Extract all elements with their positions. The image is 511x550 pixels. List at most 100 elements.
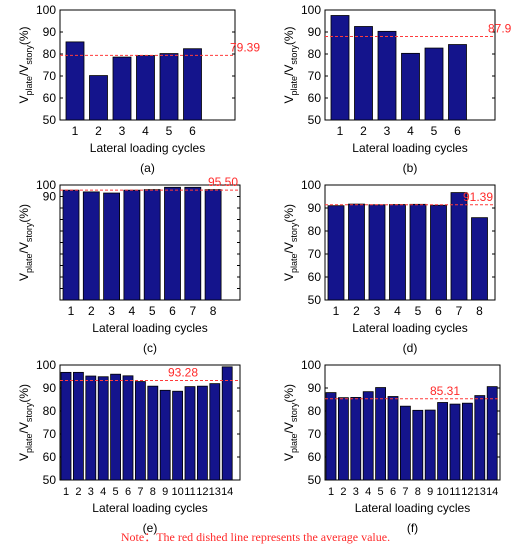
x-axis-label: Lateral loading cycles [355, 501, 470, 515]
bar [62, 189, 80, 301]
panel-caption: (d) [403, 341, 418, 355]
y-tick-label: 70 [43, 427, 57, 441]
x-tick-label: 4 [407, 124, 414, 138]
y-tick-label: 60 [308, 91, 322, 105]
average-label: 93.28 [168, 365, 198, 379]
x-tick-label: 9 [162, 486, 168, 498]
bar [65, 41, 85, 121]
y-axis-label: Vplate/Vstory(%) [17, 384, 34, 461]
x-tick-label: 3 [119, 124, 126, 138]
x-tick-label: 2 [75, 486, 81, 498]
x-tick-label: 5 [431, 124, 438, 138]
x-axis-label: Lateral loading cycles [92, 501, 207, 515]
bar [327, 205, 345, 301]
y-tick-label: 80 [308, 47, 322, 61]
y-tick-label: 100 [36, 358, 56, 372]
bar [461, 402, 473, 481]
x-tick-label: 11 [449, 486, 460, 498]
average-label: 85.31 [430, 384, 460, 398]
bar [112, 56, 132, 121]
x-tick-label: 8 [150, 486, 156, 498]
x-tick-label: 2 [95, 124, 102, 138]
panel-caption: (f) [407, 521, 418, 535]
y-tick-label: 90 [308, 25, 322, 39]
x-tick-label: 12 [461, 486, 473, 498]
bar [159, 389, 171, 481]
bar [85, 375, 97, 481]
bar [354, 26, 373, 121]
bar [337, 397, 349, 481]
bar [103, 192, 120, 301]
x-tick-label: 10 [436, 486, 448, 498]
x-tick-label: 1 [333, 304, 340, 318]
y-tick-label: 50 [308, 113, 322, 127]
average-label: 79.39 [230, 40, 260, 54]
bar [437, 402, 449, 481]
x-tick-label: 4 [129, 304, 136, 318]
bar [172, 390, 184, 481]
bar [89, 75, 108, 121]
y-tick-label: 50 [308, 473, 322, 487]
x-tick-label: 3 [88, 486, 94, 498]
x-tick-label: 5 [149, 304, 156, 318]
x-tick-label: 7 [402, 486, 408, 498]
x-tick-label: 6 [435, 304, 442, 318]
bar [450, 192, 468, 301]
bar [134, 381, 146, 481]
bar [375, 387, 387, 481]
bar [471, 217, 488, 301]
x-tick-label: 2 [88, 304, 95, 318]
x-tick-label: 6 [390, 486, 396, 498]
y-tick-label: 50 [308, 293, 322, 307]
bar [196, 385, 208, 481]
x-tick-label: 2 [340, 486, 346, 498]
bar [147, 385, 159, 481]
bar [82, 191, 100, 301]
bar [424, 409, 436, 481]
y-tick-label: 70 [308, 427, 322, 441]
y-tick-label: 60 [308, 270, 322, 284]
y-tick-label: 70 [308, 247, 322, 261]
x-axis-label: Lateral loading cycles [92, 321, 207, 335]
x-tick-label: 3 [374, 304, 381, 318]
bar [448, 44, 467, 121]
x-tick-label: 1 [328, 486, 334, 498]
bar [474, 395, 486, 481]
y-tick-label: 100 [301, 3, 321, 17]
bar [209, 383, 221, 481]
bar [325, 392, 337, 481]
bar [183, 48, 202, 121]
y-tick-label: 80 [308, 404, 322, 418]
x-tick-label: 8 [415, 486, 421, 498]
panel-caption: (b) [403, 161, 418, 175]
y-axis-label: Vplate/Vstory(%) [282, 384, 299, 461]
y-axis-label: Vplate/Vstory(%) [17, 204, 34, 281]
bar [110, 373, 121, 481]
bar [221, 366, 233, 481]
y-axis-label: Vplate/Vstory(%) [17, 26, 34, 103]
bar [204, 189, 222, 301]
bar [123, 189, 141, 301]
y-tick-label: 80 [308, 224, 322, 238]
figure-note: Note：The red dished line represents the … [120, 530, 391, 544]
y-tick-label: 90 [308, 381, 322, 395]
x-tick-label: 8 [476, 304, 483, 318]
bar [330, 15, 350, 121]
chart-panel-b: 50 60 70 80 90 100 1 2 3 4 5 6 87.98 Lateral loading … [282, 3, 511, 175]
bar [486, 386, 498, 481]
x-axis-label: Lateral loading cycles [90, 141, 205, 155]
bar [348, 203, 365, 301]
bar [159, 53, 179, 121]
x-tick-label: 3 [384, 124, 391, 138]
chart-panel-a: 50 60 70 80 90 100 1 2 3 4 5 6 79.39 Lateral loading … [17, 3, 260, 175]
y-tick-label: 90 [43, 190, 57, 204]
x-tick-label: 1 [63, 486, 69, 498]
y-tick-label: 70 [308, 69, 322, 83]
x-tick-label: 5 [166, 124, 173, 138]
y-tick-label: 60 [308, 450, 322, 464]
y-tick-label: 80 [43, 47, 57, 61]
y-tick-label: 90 [43, 25, 57, 39]
